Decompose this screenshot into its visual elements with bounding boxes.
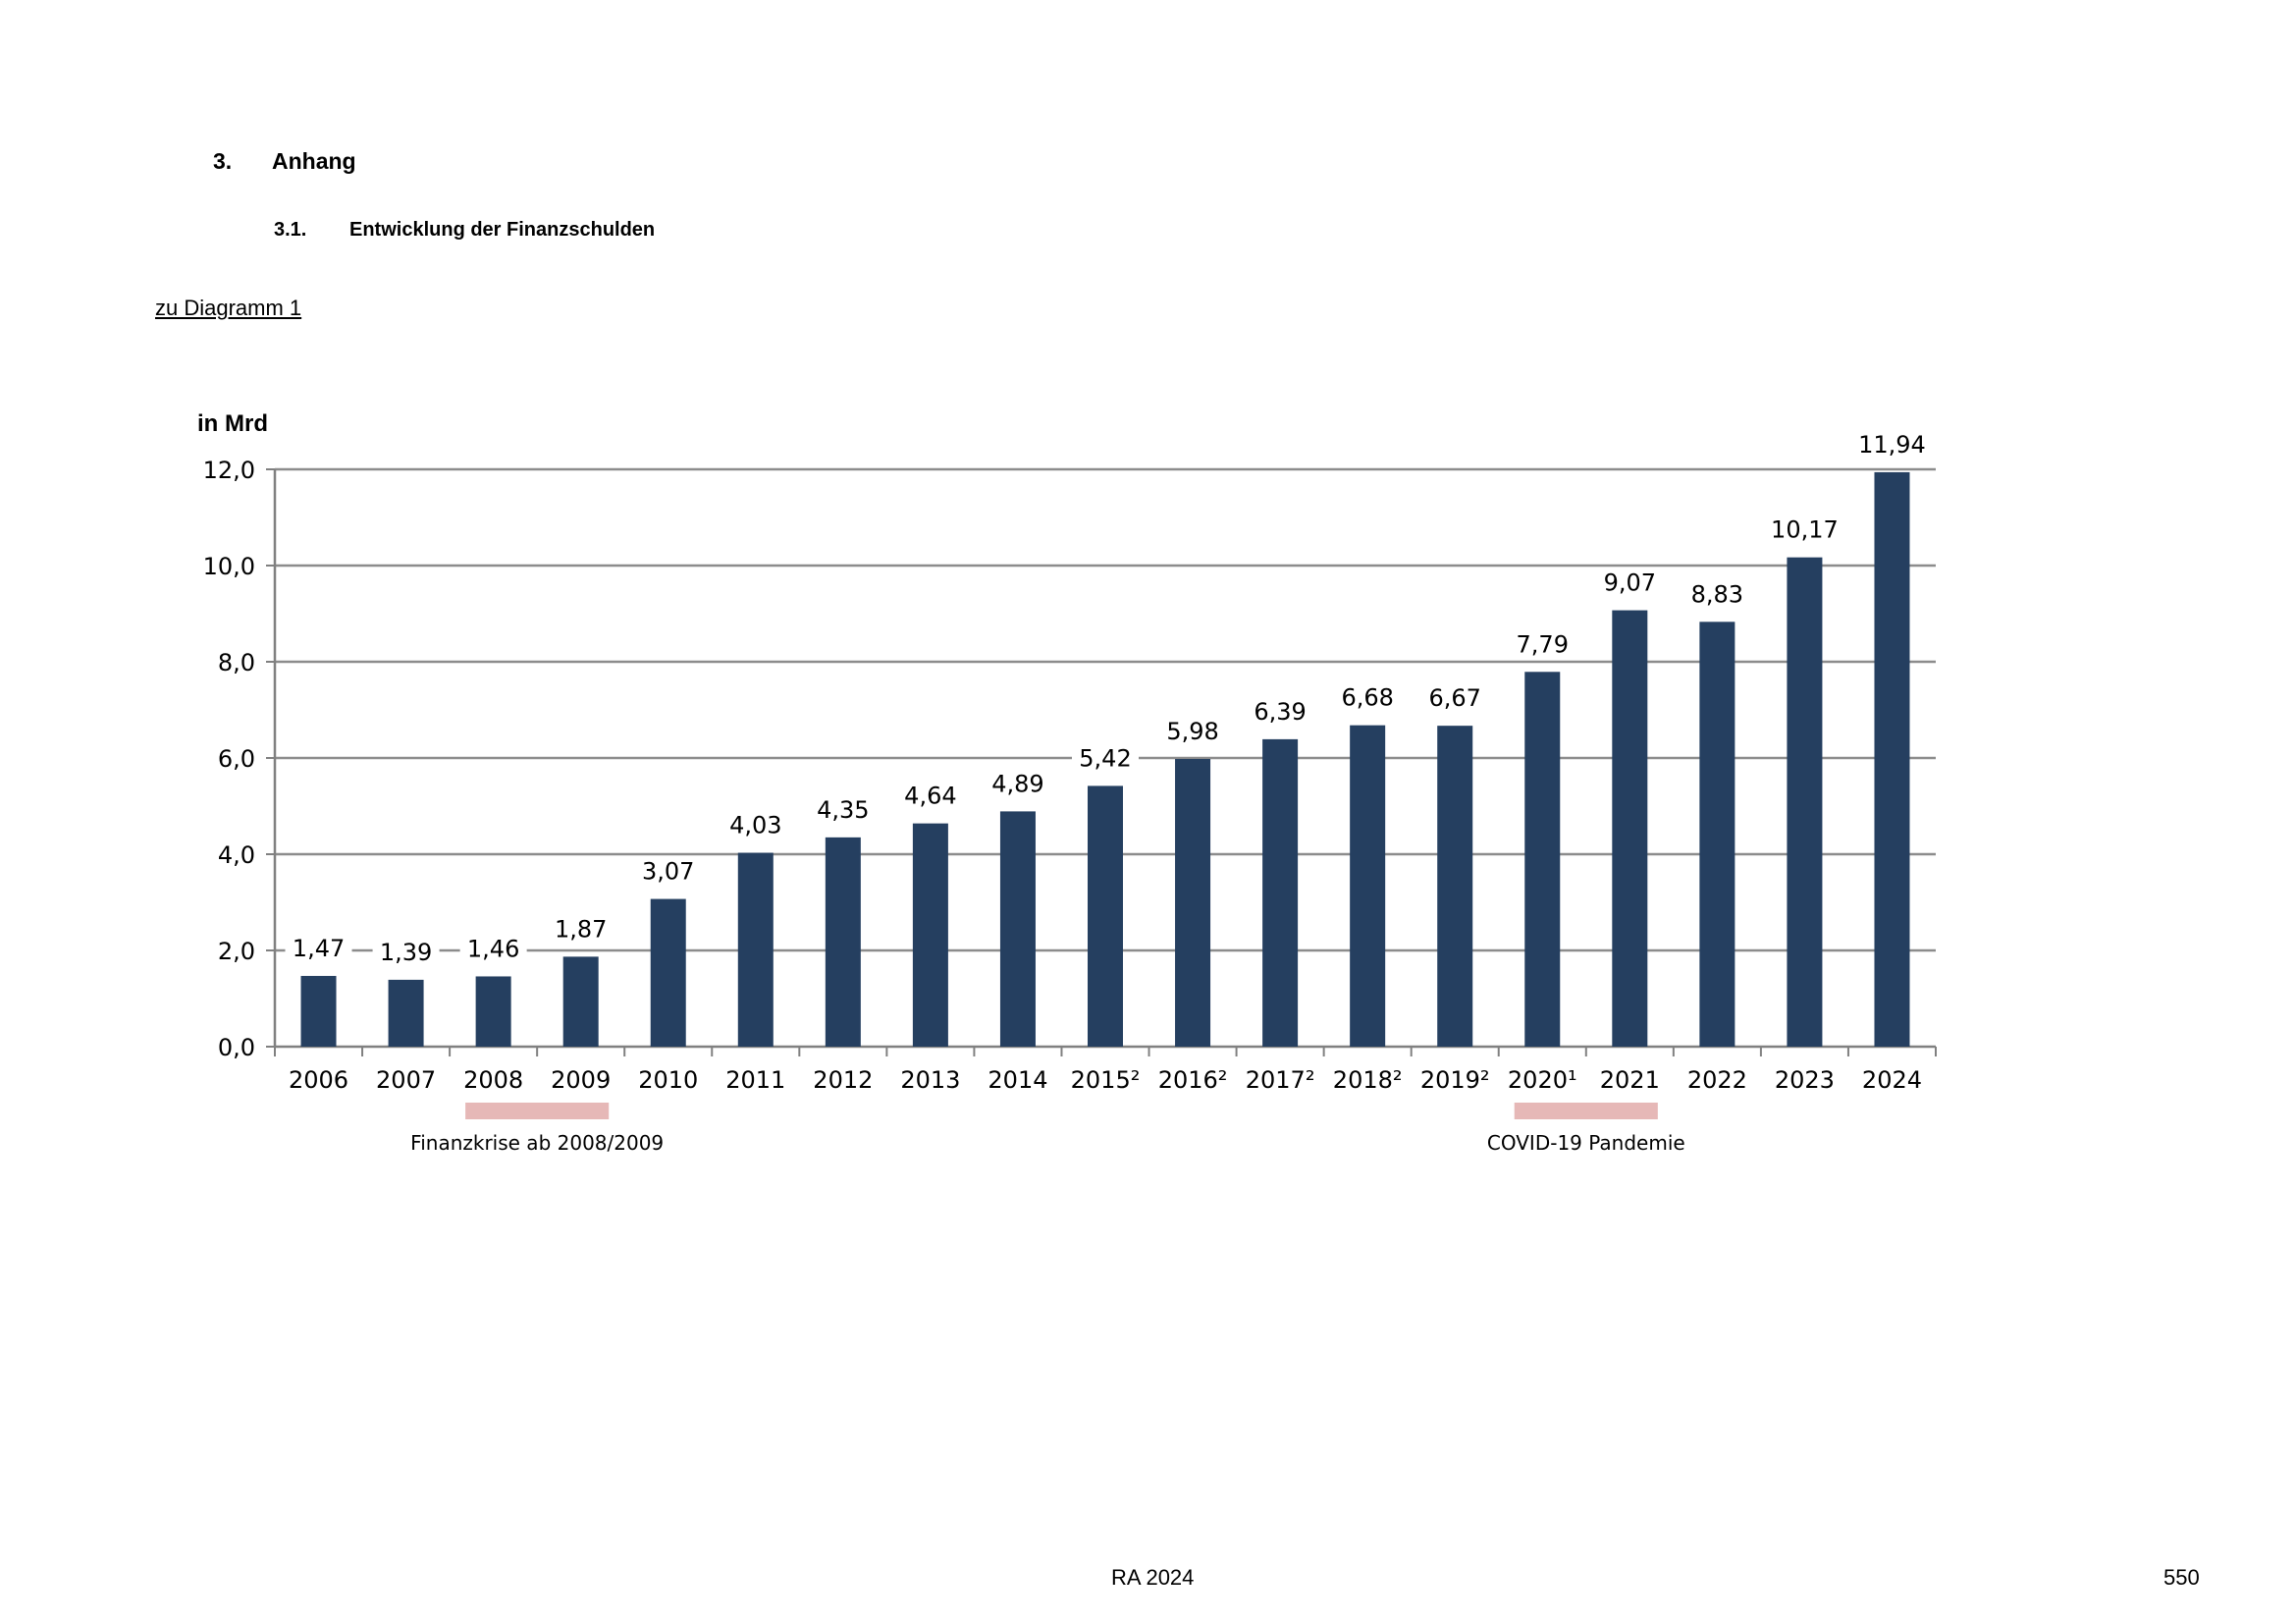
y-axis-title: in Mrd bbox=[197, 410, 268, 437]
y-tick-label: 2,0 bbox=[218, 938, 255, 965]
data-label: 4,64 bbox=[904, 783, 956, 810]
data-label-background bbox=[721, 809, 789, 839]
section-number: 3. bbox=[213, 148, 233, 174]
bar bbox=[825, 837, 861, 1047]
data-label-background bbox=[1764, 514, 1845, 544]
x-tick-label: 2006 bbox=[289, 1066, 348, 1094]
x-tick-label: 2023 bbox=[1775, 1066, 1835, 1094]
bar bbox=[388, 979, 424, 1047]
data-label-background bbox=[1509, 628, 1576, 659]
data-label-background bbox=[896, 780, 964, 810]
subsection-title: Entwicklung der Finanzschulden bbox=[349, 219, 656, 241]
bar bbox=[1787, 557, 1823, 1047]
x-tick-label: 2011 bbox=[725, 1066, 785, 1094]
bar bbox=[999, 811, 1036, 1047]
data-label-background bbox=[1596, 567, 1664, 597]
data-label-background bbox=[1159, 715, 1227, 745]
x-tick-label: 2014 bbox=[988, 1066, 1047, 1094]
data-label: 4,89 bbox=[991, 770, 1043, 797]
data-label-background bbox=[285, 932, 352, 962]
x-tick-label: 2007 bbox=[376, 1066, 436, 1094]
data-label-background bbox=[1247, 695, 1314, 726]
x-tick-label: 2021 bbox=[1600, 1066, 1660, 1094]
annotation-band bbox=[465, 1103, 610, 1119]
y-tick-label: 0,0 bbox=[218, 1034, 255, 1061]
bar bbox=[475, 976, 511, 1047]
annotation-label: Finanzkrise ab 2008/2009 bbox=[410, 1131, 664, 1155]
x-tick-label: 2018² bbox=[1333, 1066, 1403, 1094]
bar bbox=[1088, 785, 1123, 1047]
bar bbox=[562, 956, 599, 1047]
data-label-background bbox=[1683, 578, 1751, 609]
subsection-number: 3.1. bbox=[274, 219, 307, 241]
data-label-background bbox=[984, 768, 1051, 798]
data-label-background bbox=[1072, 742, 1139, 773]
data-label-background bbox=[547, 913, 614, 944]
bar bbox=[1175, 758, 1211, 1047]
data-label-background bbox=[459, 933, 527, 963]
bar bbox=[1524, 672, 1561, 1047]
y-tick-label: 8,0 bbox=[218, 649, 255, 676]
section-title: Anhang bbox=[272, 148, 356, 174]
bar bbox=[1262, 738, 1299, 1047]
bar bbox=[912, 823, 948, 1047]
y-tick-label: 12,0 bbox=[203, 457, 255, 484]
data-label: 4,35 bbox=[817, 796, 869, 824]
bar bbox=[1437, 726, 1473, 1047]
data-label: 1,87 bbox=[555, 915, 607, 943]
data-label: 5,98 bbox=[1166, 718, 1218, 745]
data-label-background bbox=[1421, 682, 1489, 713]
x-tick-label: 2013 bbox=[900, 1066, 960, 1094]
diagram-link[interactable]: zu Diagramm 1 bbox=[155, 296, 302, 320]
data-label-background bbox=[1334, 681, 1402, 712]
data-label: 9,07 bbox=[1604, 569, 1656, 597]
data-label: 6,68 bbox=[1341, 684, 1393, 712]
data-label: 5,42 bbox=[1079, 744, 1131, 772]
x-tick-label: 2024 bbox=[1862, 1066, 1922, 1094]
annotation-band bbox=[1514, 1103, 1658, 1119]
data-label: 1,46 bbox=[467, 935, 519, 962]
bar bbox=[300, 975, 337, 1047]
x-tick-label: 2012 bbox=[813, 1066, 873, 1094]
bar bbox=[1874, 471, 1910, 1047]
data-label: 1,47 bbox=[293, 935, 345, 962]
x-tick-label: 2019² bbox=[1420, 1066, 1490, 1094]
bar bbox=[1699, 622, 1735, 1047]
y-tick-label: 4,0 bbox=[218, 841, 255, 869]
y-tick-label: 6,0 bbox=[218, 745, 255, 773]
x-tick-label: 2010 bbox=[638, 1066, 698, 1094]
data-label: 6,67 bbox=[1428, 684, 1480, 712]
y-tick-label: 10,0 bbox=[203, 553, 255, 580]
data-label-background bbox=[809, 793, 877, 824]
x-tick-label: 2016² bbox=[1158, 1066, 1228, 1094]
page-number: 550 bbox=[2163, 1565, 2200, 1590]
bar bbox=[737, 852, 774, 1047]
data-label: 1,39 bbox=[380, 939, 432, 966]
data-label: 6,39 bbox=[1254, 698, 1306, 726]
data-label-background bbox=[372, 936, 440, 966]
x-tick-label: 2020¹ bbox=[1508, 1066, 1577, 1094]
x-tick-label: 2017² bbox=[1246, 1066, 1315, 1094]
data-label: 7,79 bbox=[1517, 630, 1569, 658]
data-label-background bbox=[634, 855, 702, 886]
x-tick-label: 2015² bbox=[1071, 1066, 1141, 1094]
data-label: 3,07 bbox=[642, 858, 694, 886]
bar bbox=[1612, 610, 1648, 1047]
data-label: 4,03 bbox=[729, 812, 781, 839]
data-label: 8,83 bbox=[1691, 580, 1743, 608]
footer-center: RA 2024 bbox=[1111, 1565, 1195, 1590]
annotation-label: COVID-19 Pandemie bbox=[1487, 1131, 1685, 1155]
x-tick-label: 2022 bbox=[1687, 1066, 1747, 1094]
x-tick-label: 2009 bbox=[551, 1066, 611, 1094]
data-label: 10,17 bbox=[1771, 516, 1839, 544]
bar bbox=[1350, 725, 1386, 1047]
bar bbox=[650, 898, 686, 1047]
x-tick-label: 2008 bbox=[463, 1066, 523, 1094]
data-label: 11,94 bbox=[1858, 431, 1926, 459]
data-label-background bbox=[1851, 428, 1933, 459]
